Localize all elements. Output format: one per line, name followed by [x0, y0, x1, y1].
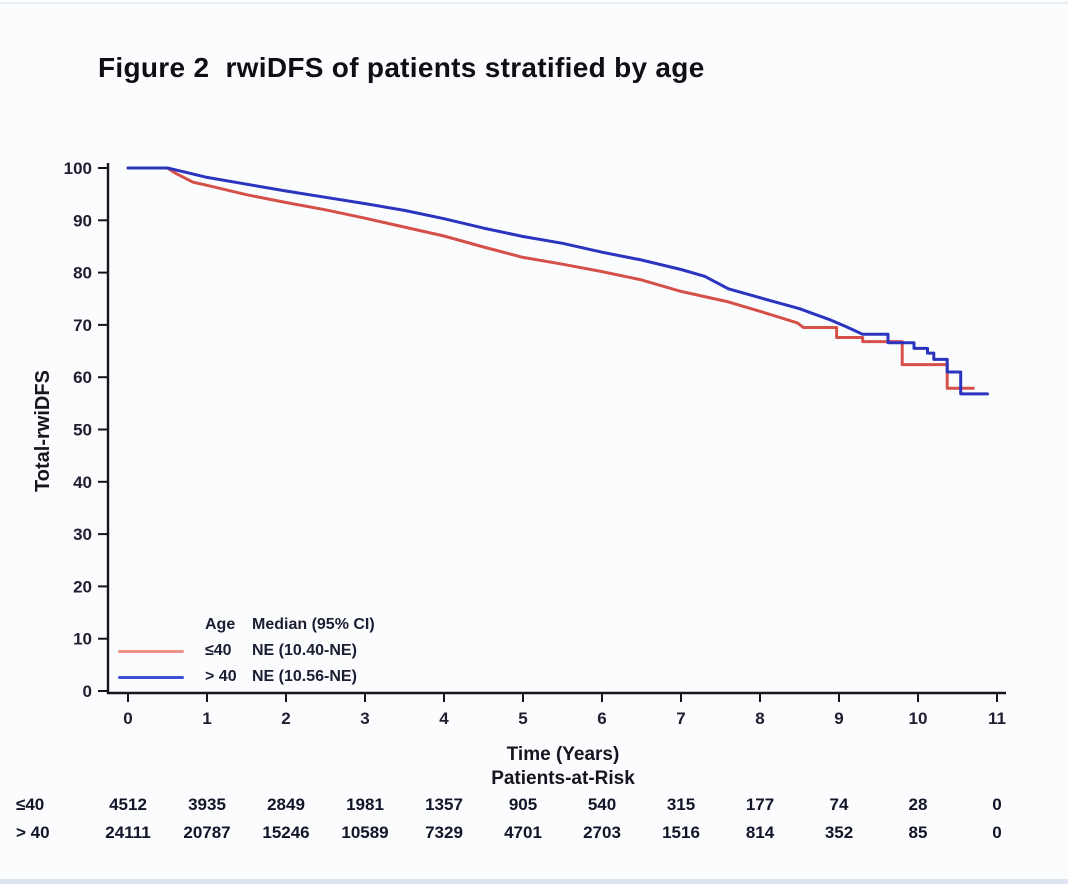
x-tick-label: 8 [755, 709, 764, 728]
at-risk-count: 4701 [504, 823, 542, 842]
bottom-divider [0, 879, 1068, 884]
axes [106, 163, 1006, 695]
at-risk-row-label: > 40 [16, 823, 50, 842]
legend-swatch-le40-line [118, 649, 184, 653]
at-risk-count: 3935 [188, 795, 226, 814]
x-tick-label: 11 [988, 709, 1006, 728]
x-tick-label: 0 [123, 709, 132, 728]
x-tick-label: 3 [360, 709, 369, 728]
y-tick-label: 70 [73, 316, 92, 335]
patients-at-risk-heading: Patients-at-Risk [491, 768, 635, 789]
at-risk-count: 15246 [262, 823, 310, 842]
at-risk-count: 0 [992, 795, 1002, 814]
at-risk-count: 2703 [583, 823, 621, 842]
y-tick-label: 10 [73, 630, 92, 649]
y-tick-label: 0 [83, 682, 92, 701]
x-tick-label: 10 [909, 709, 928, 728]
at-risk-count: 10589 [341, 823, 389, 842]
at-risk-count: 24111 [105, 823, 151, 842]
x-tick-label: 5 [518, 709, 527, 728]
legend-header-age: Age [205, 616, 236, 633]
x-tick-label: 1 [202, 709, 211, 728]
at-risk-count: 315 [666, 795, 696, 814]
legend-header-median: Median (95% CI) [252, 616, 375, 633]
at-risk-row-label: ≤40 [16, 795, 45, 814]
top-divider [0, 2, 1068, 4]
at-risk-count: 74 [829, 795, 849, 814]
y-tick-label: 40 [73, 473, 92, 492]
figure-title: Figure 2 rwiDFS of patients stratified b… [98, 52, 705, 83]
x-tick-label: 2 [281, 709, 290, 728]
at-risk-count: 2849 [267, 795, 305, 814]
x-axis-title: Time (Years) [506, 744, 620, 765]
legend-label-gt40: > 40 [205, 668, 237, 685]
at-risk-count: 814 [745, 823, 775, 842]
at-risk-count: 1981 [346, 795, 384, 814]
legend: Age Median (95% CI) ≤40 NE (10.40-NE) > … [118, 612, 375, 690]
at-risk-count: 1516 [662, 823, 700, 842]
y-tick-label: 80 [73, 264, 92, 283]
at-risk-count: 905 [508, 795, 538, 814]
legend-median-le40: NE (10.40-NE) [252, 642, 357, 659]
at-risk-count: 177 [745, 795, 775, 814]
at-risk-count: 85 [908, 823, 928, 842]
at-risk-count: 1357 [425, 795, 463, 814]
legend-swatch-gt40-line [118, 675, 184, 679]
at-risk-count: 4512 [109, 795, 147, 814]
y-tick-label: 20 [73, 577, 92, 596]
x-tick-label: 9 [834, 709, 843, 728]
at-risk-count: 20787 [183, 823, 231, 842]
legend-row-le40: ≤40 NE (10.40-NE) [118, 638, 375, 664]
x-tick-label: 4 [439, 709, 449, 728]
at-risk-count: 540 [587, 795, 617, 814]
at-risk-count: 352 [824, 823, 854, 842]
at-risk-count: 28 [908, 795, 928, 814]
legend-median-gt40: NE (10.56-NE) [252, 668, 357, 685]
y-tick-label: 60 [73, 368, 92, 387]
legend-row-gt40: > 40 NE (10.56-NE) [118, 664, 375, 690]
y-tick-label: 100 [64, 159, 92, 178]
y-tick-label: 90 [73, 211, 92, 230]
legend-header-row: Age Median (95% CI) [118, 612, 375, 638]
x-tick-label: 7 [676, 709, 685, 728]
x-tick-label: 6 [597, 709, 606, 728]
legend-label-le40: ≤40 [205, 642, 232, 659]
at-risk-count: 7329 [425, 823, 463, 842]
y-tick-label: 30 [73, 525, 92, 544]
km-curve-le40 [126, 166, 975, 390]
at-risk-count: 0 [992, 823, 1002, 842]
y-tick-label: 50 [73, 421, 92, 440]
km-curve-gt40 [126, 166, 989, 396]
